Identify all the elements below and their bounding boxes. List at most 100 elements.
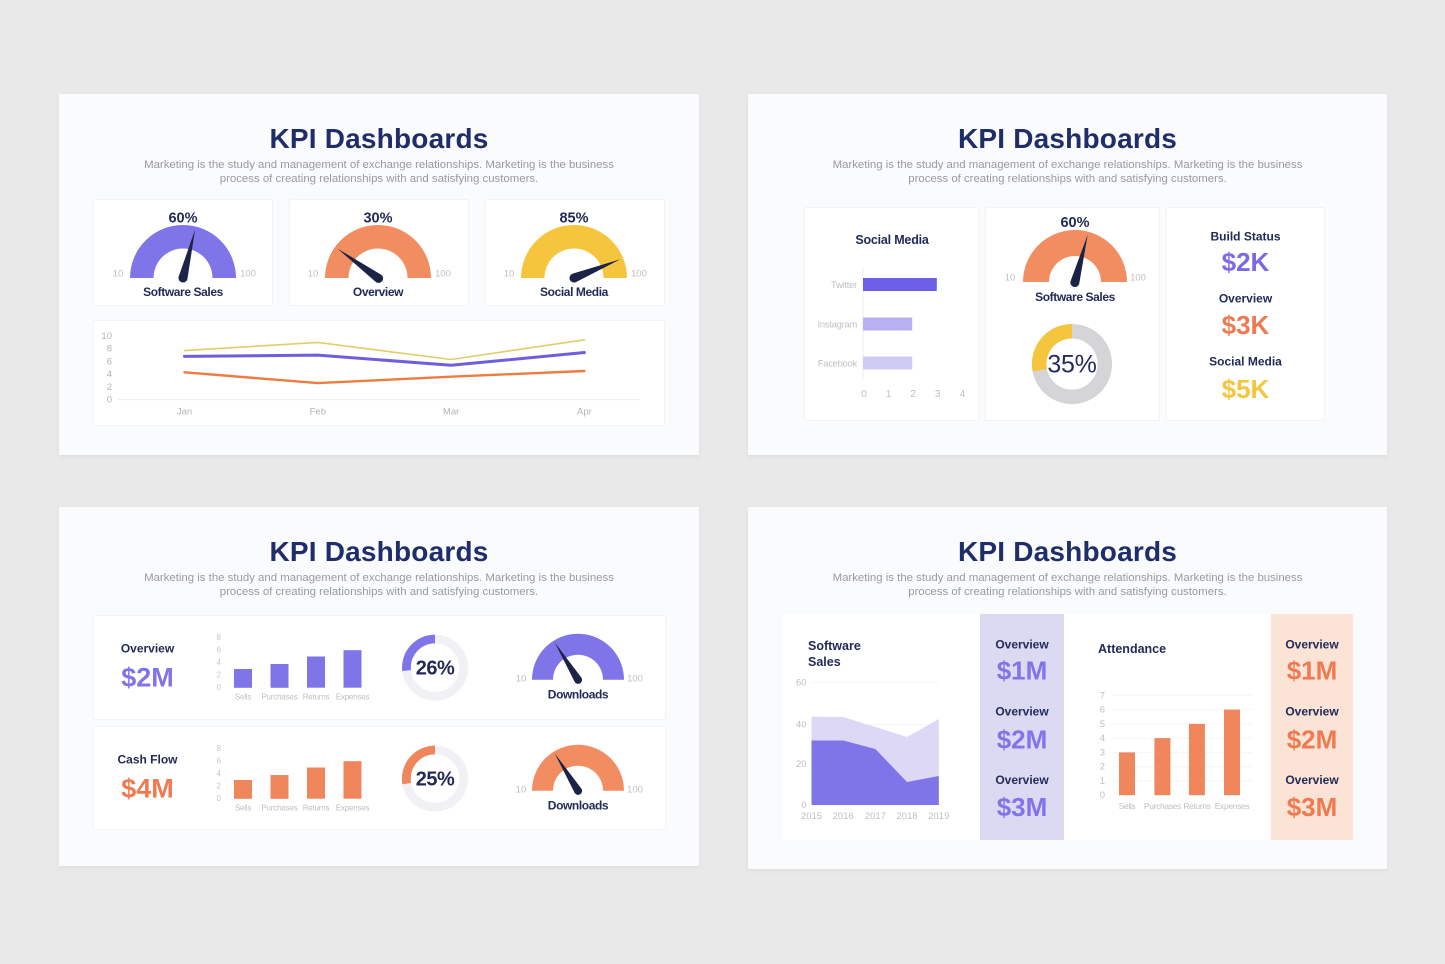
svg-text:10: 10: [1005, 273, 1016, 284]
svg-text:60: 60: [796, 677, 807, 688]
svg-text:2017: 2017: [865, 811, 886, 822]
svg-text:100: 100: [631, 269, 647, 280]
svg-text:26%: 26%: [416, 658, 455, 680]
svg-text:Overview: Overview: [995, 705, 1049, 719]
svg-text:Feb: Feb: [310, 407, 326, 418]
svg-text:5: 5: [1100, 719, 1105, 730]
svg-text:2: 2: [1100, 762, 1105, 773]
svg-text:Purchases: Purchases: [1144, 801, 1181, 811]
svg-text:100: 100: [435, 269, 451, 280]
svg-text:10: 10: [516, 674, 527, 685]
svg-text:40: 40: [796, 720, 807, 731]
svg-text:4: 4: [217, 769, 222, 778]
svg-text:$2M: $2M: [1287, 725, 1338, 755]
svg-text:Purchases: Purchases: [262, 693, 298, 702]
svg-text:Facebook: Facebook: [818, 358, 858, 368]
svg-text:Overview: Overview: [1285, 637, 1339, 651]
svg-text:60%: 60%: [1060, 215, 1089, 231]
svg-text:$5K: $5K: [1222, 374, 1270, 404]
svg-text:2: 2: [217, 671, 222, 680]
svg-text:$2M: $2M: [121, 663, 174, 693]
svg-text:6: 6: [1100, 705, 1105, 716]
svg-text:8: 8: [107, 344, 112, 355]
svg-text:Downloads: Downloads: [548, 798, 609, 812]
svg-text:Software Sales: Software Sales: [143, 285, 223, 299]
svg-text:10: 10: [308, 269, 319, 280]
svg-text:Attendance: Attendance: [1098, 642, 1166, 656]
svg-text:3: 3: [1100, 747, 1105, 758]
svg-text:1: 1: [886, 389, 892, 400]
svg-text:4: 4: [107, 369, 112, 380]
svg-text:60%: 60%: [168, 211, 197, 227]
svg-text:Returns: Returns: [303, 803, 330, 812]
svg-text:4: 4: [960, 389, 966, 400]
svg-text:$1M: $1M: [997, 656, 1048, 686]
svg-text:0: 0: [1100, 790, 1105, 801]
svg-text:Expenses: Expenses: [1215, 801, 1250, 811]
svg-text:Software: Software: [808, 639, 861, 653]
svg-text:Sells: Sells: [235, 803, 252, 812]
svg-text:Overview: Overview: [995, 773, 1049, 787]
svg-text:10: 10: [504, 269, 515, 280]
svg-text:Returns: Returns: [303, 693, 330, 702]
svg-text:$1M: $1M: [1287, 656, 1338, 686]
svg-text:20: 20: [796, 759, 807, 770]
svg-text:$2K: $2K: [1222, 247, 1270, 277]
svg-text:2019: 2019: [928, 811, 949, 822]
svg-text:Cash Flow: Cash Flow: [117, 752, 178, 766]
svg-text:2: 2: [217, 781, 222, 790]
svg-text:4: 4: [217, 658, 222, 667]
svg-text:2016: 2016: [833, 811, 854, 822]
svg-text:4: 4: [1100, 733, 1105, 744]
svg-text:30%: 30%: [363, 211, 392, 227]
svg-text:25%: 25%: [416, 768, 455, 790]
svg-text:Overview: Overview: [995, 637, 1049, 651]
svg-text:Twitter: Twitter: [831, 280, 857, 290]
svg-text:Expenses: Expenses: [336, 803, 370, 812]
svg-text:Expenses: Expenses: [336, 693, 370, 702]
svg-text:Jan: Jan: [177, 407, 192, 418]
svg-text:Social Media: Social Media: [540, 285, 609, 299]
svg-text:85%: 85%: [559, 211, 588, 227]
svg-text:0: 0: [217, 794, 222, 803]
svg-text:2: 2: [107, 382, 112, 393]
svg-text:Returns: Returns: [1183, 801, 1210, 811]
svg-text:3: 3: [935, 389, 941, 400]
svg-text:Sells: Sells: [1119, 801, 1136, 811]
svg-text:0: 0: [801, 800, 806, 811]
svg-text:2: 2: [910, 389, 916, 400]
svg-text:Mar: Mar: [443, 407, 459, 418]
svg-text:Sales: Sales: [808, 655, 841, 669]
svg-text:100: 100: [627, 674, 643, 685]
svg-text:Purchases: Purchases: [262, 803, 298, 812]
svg-text:10: 10: [516, 784, 527, 795]
svg-text:6: 6: [107, 356, 112, 367]
svg-text:$4M: $4M: [121, 773, 174, 803]
svg-text:Overview: Overview: [1219, 292, 1273, 306]
svg-text:$2M: $2M: [997, 725, 1048, 755]
svg-text:Apr: Apr: [577, 407, 592, 418]
svg-text:2018: 2018: [896, 811, 917, 822]
svg-text:Build Status: Build Status: [1210, 230, 1280, 244]
svg-text:Overview: Overview: [353, 285, 404, 299]
svg-text:35%: 35%: [1047, 351, 1096, 379]
svg-text:0: 0: [861, 389, 867, 400]
svg-text:Software Sales: Software Sales: [1035, 290, 1115, 304]
svg-text:Social Media: Social Media: [1209, 355, 1282, 369]
svg-text:Downloads: Downloads: [548, 688, 609, 702]
svg-text:Social Media: Social Media: [855, 233, 930, 247]
svg-text:6: 6: [217, 646, 222, 655]
svg-text:1: 1: [1100, 776, 1105, 787]
svg-text:10: 10: [101, 331, 112, 342]
svg-text:10: 10: [113, 269, 124, 280]
svg-text:7: 7: [1100, 690, 1105, 701]
svg-text:Overview: Overview: [121, 642, 175, 656]
svg-text:$3M: $3M: [1287, 792, 1338, 822]
svg-text:Instagram: Instagram: [817, 319, 857, 329]
svg-text:6: 6: [217, 756, 222, 765]
svg-text:$3K: $3K: [1222, 310, 1270, 340]
svg-text:100: 100: [627, 784, 643, 795]
svg-text:0: 0: [217, 683, 222, 692]
svg-text:Sells: Sells: [235, 693, 252, 702]
svg-text:8: 8: [217, 744, 222, 753]
